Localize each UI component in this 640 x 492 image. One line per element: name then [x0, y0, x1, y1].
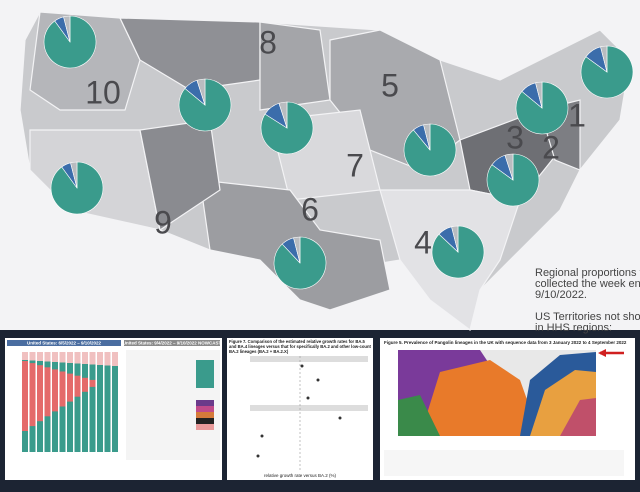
thumb-bar	[44, 352, 51, 362]
figure-title: Figure 5. Prevalence of Pangolin lineage…	[384, 340, 627, 345]
thumb-bar	[67, 352, 73, 452]
panel-title: United States: 6/5/2022 – 9/10/2022	[27, 341, 102, 346]
thumb-bar	[52, 369, 58, 412]
thumb-bar	[52, 352, 58, 362]
thumb-bar	[29, 363, 36, 427]
thumb-bar	[112, 352, 118, 366]
region-label: 2	[542, 129, 560, 165]
region-label: 10	[85, 74, 121, 110]
thumb-bar	[67, 352, 73, 363]
thumb-bar	[97, 352, 103, 452]
thumb-bar	[97, 352, 103, 365]
note-line: Regional proportions fro	[535, 267, 640, 279]
thumb-bar	[44, 367, 51, 417]
thumb-bar	[82, 377, 88, 392]
pie-slice	[423, 123, 431, 151]
pie-slice	[486, 153, 540, 207]
region-label: 8	[259, 24, 277, 60]
thumb-bar	[59, 371, 66, 407]
pie-slice	[293, 236, 301, 264]
region-label: 1	[568, 97, 586, 133]
note-line: in HHS regions:	[535, 322, 612, 334]
pie-slice	[43, 15, 97, 69]
pie-slice	[196, 78, 206, 106]
region-label: 6	[301, 191, 319, 227]
thumb-bar	[104, 352, 111, 366]
thumb-bar	[67, 373, 73, 402]
pie-slice	[451, 225, 459, 253]
note-line: collected the week endin	[535, 278, 640, 290]
note-line: US Territories not shown	[535, 311, 640, 323]
thumb-bar	[22, 361, 28, 431]
pie-slice	[580, 45, 634, 99]
region-label: 7	[346, 147, 364, 183]
table-thumbnail	[126, 350, 220, 460]
pie-slice	[50, 161, 104, 215]
region-label: 5	[381, 67, 399, 103]
bar-thumbnail	[22, 352, 118, 452]
region-label: 3	[506, 119, 524, 155]
thumb-bar	[29, 352, 36, 361]
panel-left: United States: 6/5/2022 – 9/10/2022 Unit…	[5, 338, 222, 480]
thumb-bar	[74, 375, 81, 397]
axis-label: relative growth rate versus BA.2 (%)	[264, 473, 337, 478]
pie-slice	[600, 45, 608, 73]
thumb-bar	[74, 352, 81, 452]
title-bar	[124, 340, 220, 346]
thumb-bar	[37, 352, 43, 361]
note: Regional proportions frocollected the we…	[535, 267, 640, 334]
thumb-bar	[89, 379, 96, 387]
pie-slice	[63, 15, 71, 43]
panel-fig7: Figure 7. Comparison of the estimated re…	[227, 338, 373, 480]
pie-slice	[504, 153, 514, 181]
thumb-bar	[89, 352, 96, 452]
thumb-bar	[74, 352, 81, 364]
region-label: 4	[414, 224, 432, 260]
thumb-bar	[112, 352, 118, 452]
pie-slice	[70, 161, 78, 189]
thumb-bar	[82, 352, 88, 452]
note-line: 9/10/2022.	[535, 289, 587, 301]
thumb-bar	[89, 352, 96, 365]
regions: 10 8 5 7 9 6 4 3 21	[43, 15, 634, 290]
figure-title: Figure 7. Comparison of the estimated re…	[229, 339, 371, 354]
region-label: 9	[154, 204, 172, 240]
thumb-bar	[59, 352, 66, 363]
pie-slice	[278, 101, 288, 129]
pie-slice	[535, 81, 543, 109]
thumb-bar	[22, 352, 28, 360]
panel-title: United States: 9/4/2022 – 9/10/2022 NOWC…	[123, 341, 222, 346]
thumb-bar	[82, 352, 88, 364]
thumb-bar	[104, 352, 111, 452]
thumb-bar	[37, 365, 43, 422]
title-bar	[7, 340, 121, 346]
panel-fig5: Figure 5. Prevalence of Pangolin lineage…	[380, 338, 635, 480]
